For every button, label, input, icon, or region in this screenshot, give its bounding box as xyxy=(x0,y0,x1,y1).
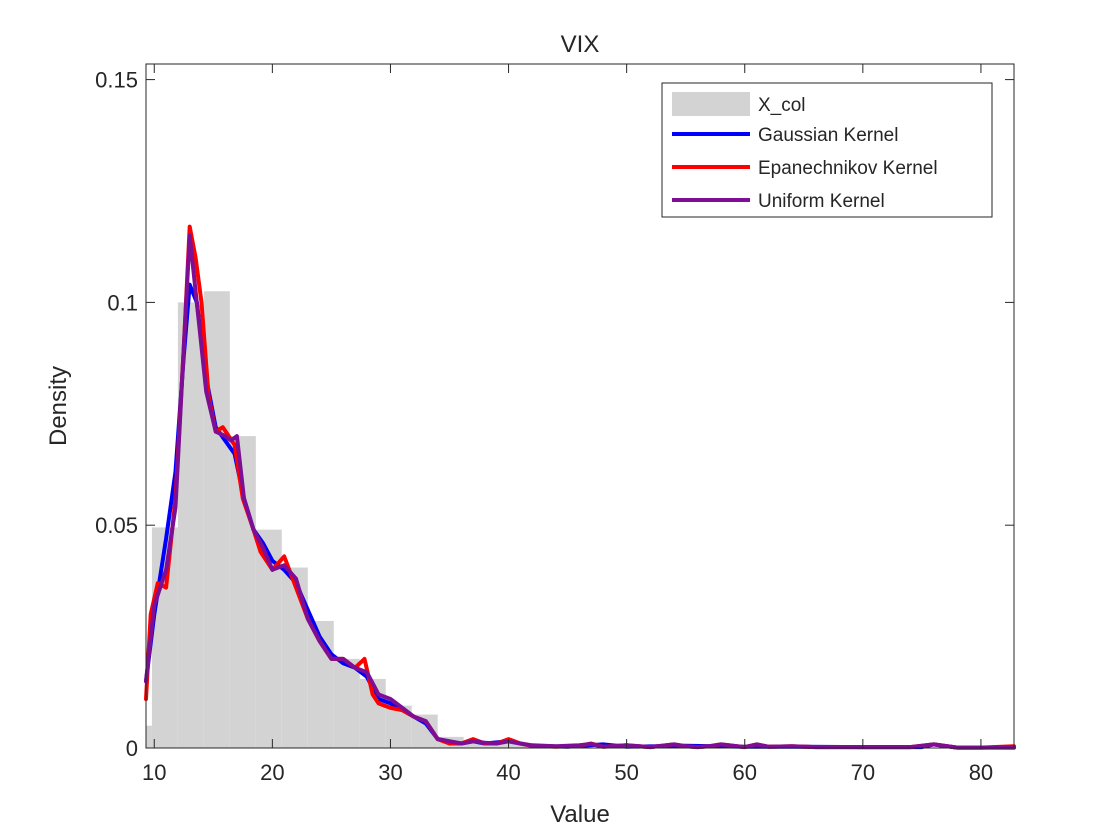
axes-box xyxy=(145,63,1015,749)
x-axis-label: Value xyxy=(550,801,610,828)
chart-title: VIX xyxy=(561,31,600,58)
x-axis-ticks: 10 20 30 40 50 60 70 80 xyxy=(142,64,993,785)
x-tick-label-70: 70 xyxy=(851,760,875,785)
x-tick-label-30: 30 xyxy=(378,760,402,785)
y-tick-label-0: 0 xyxy=(126,736,138,761)
legend-label-uniform: Uniform Kernel xyxy=(758,191,885,212)
y-axis-ticks: 0 0.05 0.1 0.15 xyxy=(95,68,1014,761)
x-tick-label-20: 20 xyxy=(260,760,284,785)
histogram-bar-6 xyxy=(281,567,308,748)
histogram-bar-0 xyxy=(146,725,152,748)
x-tick-label-60: 60 xyxy=(733,760,757,785)
x-tick-label-80: 80 xyxy=(969,760,993,785)
series-line-uniform-kernel xyxy=(144,233,1016,750)
x-tick-label-10: 10 xyxy=(142,760,166,785)
legend-label-gaussian: Gaussian Kernel xyxy=(758,125,898,146)
histogram-bar-13 xyxy=(463,741,490,748)
histogram-bar-1 xyxy=(151,527,178,748)
legend-label-epanechnikov: Epanechnikov Kernel xyxy=(758,158,938,179)
y-tick-label-2: 0.1 xyxy=(107,290,138,315)
legend-label-histogram: X_col xyxy=(758,95,806,116)
histogram-bar-14 xyxy=(489,743,516,748)
y-axis-label: Density xyxy=(45,366,72,446)
x-tick-label-40: 40 xyxy=(496,760,520,785)
x-tick-label-50: 50 xyxy=(614,760,638,785)
histogram-bar-8 xyxy=(333,658,360,748)
plot-area xyxy=(144,224,1016,750)
y-tick-label-1: 0.05 xyxy=(95,513,138,538)
legend: X_col Gaussian Kernel Epanechnikov Kerne… xyxy=(661,82,993,218)
legend-swatch-histogram xyxy=(672,92,750,116)
kde-lines xyxy=(144,224,1016,750)
y-tick-label-3: 0.15 xyxy=(95,68,138,93)
